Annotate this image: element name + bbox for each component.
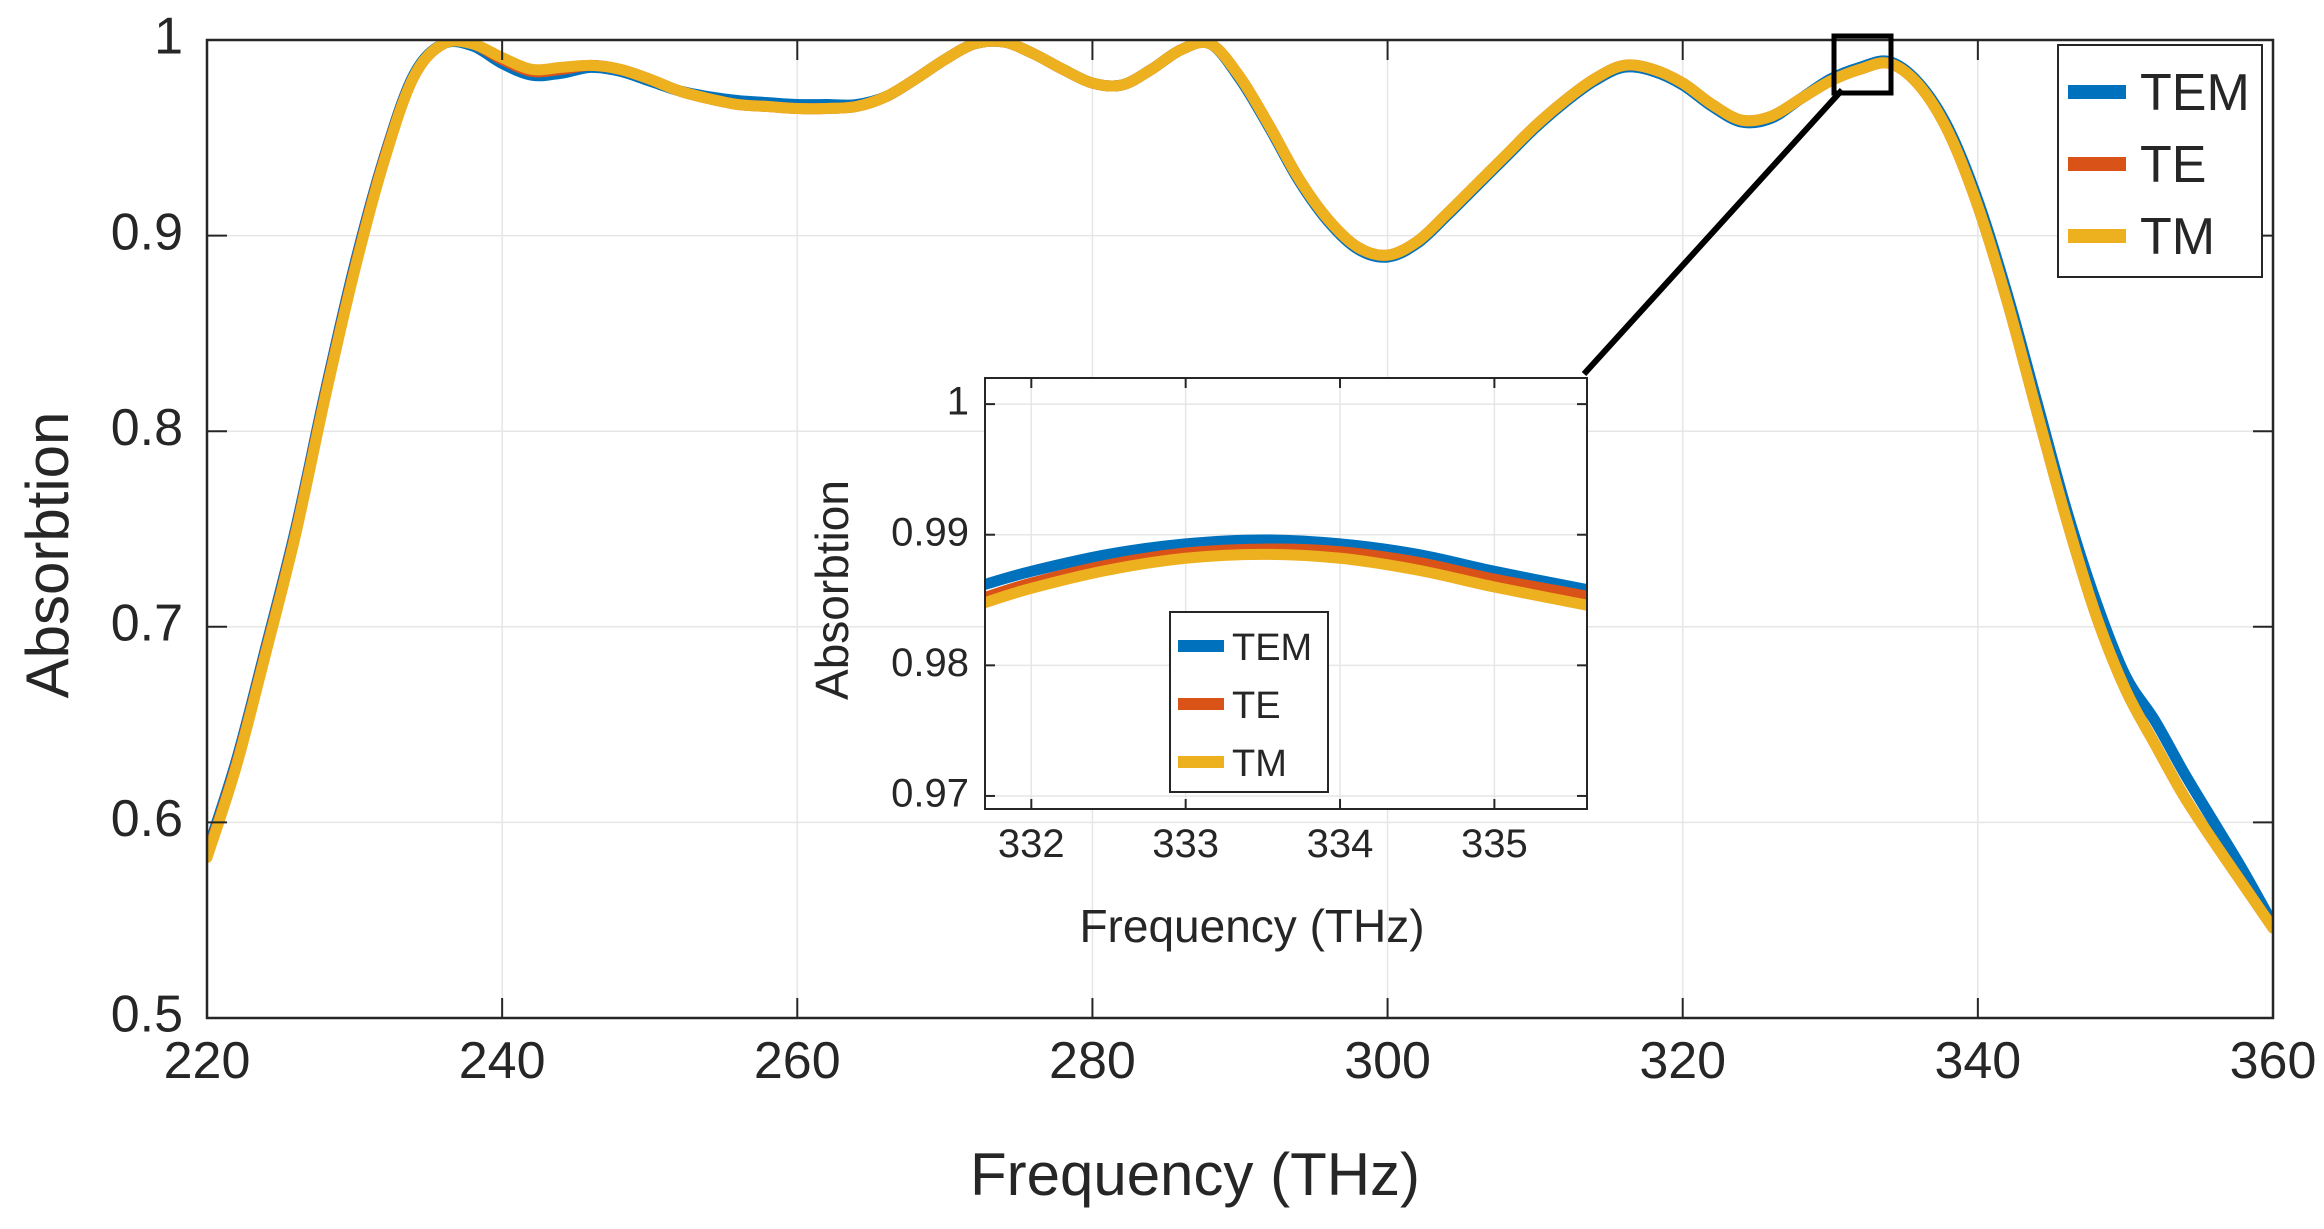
inset-y-tick-labels: 0.97 0.98 0.99 1 — [891, 380, 969, 816]
main-legend-label-te: TE — [2140, 136, 2206, 194]
main-y-axis-label: Absorbtion — [14, 412, 81, 699]
main-x-tick-label: 360 — [2230, 1032, 2317, 1090]
main-legend-label-tm: TM — [2140, 208, 2215, 266]
main-x-tick-label: 340 — [1934, 1032, 2021, 1090]
inset-x-axis-label: Frequency (THz) — [1079, 900, 1424, 952]
main-y-tick-label: 0.8 — [111, 399, 183, 457]
zoom-connector-line — [1581, 87, 1845, 377]
inset-y-tick-label: 0.97 — [891, 772, 969, 816]
inset-x-tick-label: 335 — [1461, 822, 1528, 866]
inset-x-tick-label: 333 — [1152, 822, 1219, 866]
main-y-tick-labels: 0.5 0.6 0.7 0.8 0.9 1 — [111, 8, 183, 1044]
main-plot-frame — [205, 38, 2275, 1020]
main-y-tick-label: 0.9 — [111, 203, 183, 261]
main-y-tick-label: 0.7 — [111, 595, 183, 653]
inset-y-tick-label: 0.98 — [891, 641, 969, 685]
main-x-tick-label: 320 — [1639, 1032, 1726, 1090]
inset-series-tem-line — [985, 534, 1587, 596]
inset-legend: TEM TE TM — [1169, 611, 1329, 793]
inset-series-group — [985, 534, 1587, 611]
main-legend: TEM TE TM — [2057, 44, 2263, 278]
main-x-tick-label: 300 — [1344, 1032, 1431, 1090]
inset-ticks — [985, 378, 1587, 809]
inset-legend-label-tem: TEM — [1232, 627, 1312, 669]
inset-y-tick-label: 0.99 — [891, 510, 969, 554]
inset-plot-frame — [984, 377, 1588, 810]
main-y-tick-label: 0.6 — [111, 790, 183, 848]
main-ticks — [206, 39, 2274, 1019]
main-x-tick-label: 280 — [1049, 1032, 1136, 1090]
main-x-axis-label: Frequency (THz) — [970, 1141, 1420, 1208]
inset-x-tick-label: 332 — [998, 822, 1065, 866]
inset-x-tick-label: 334 — [1307, 822, 1374, 866]
main-x-tick-labels: 220 240 260 280 300 320 340 360 — [164, 1032, 2317, 1090]
main-legend-label-tem: TEM — [2140, 64, 2250, 122]
inset-series-tm-line — [985, 548, 1587, 611]
inset-legend-label-te: TE — [1232, 685, 1281, 727]
main-x-tick-label: 220 — [164, 1032, 251, 1090]
inset-legend-label-tm: TM — [1232, 743, 1287, 785]
inset-y-axis-label: Absorbtion — [806, 480, 858, 700]
main-y-tick-label: 0.5 — [111, 986, 183, 1044]
inset-y-tick-label: 1 — [947, 380, 969, 424]
main-x-tick-label: 260 — [754, 1032, 841, 1090]
inset-chart: 332 333 334 335 0.97 0.98 0.99 1 Frequency (TH… — [806, 377, 1588, 952]
main-y-tick-label: 1 — [154, 8, 183, 66]
main-x-tick-label: 240 — [459, 1032, 546, 1090]
zoom-box — [1831, 33, 1894, 96]
inset-x-tick-labels: 332 333 334 335 — [998, 822, 1528, 866]
